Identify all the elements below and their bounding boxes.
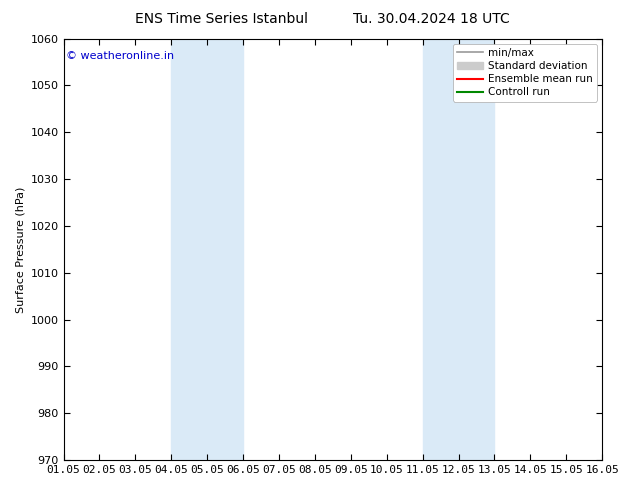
Text: © weatheronline.in: © weatheronline.in: [66, 51, 174, 61]
Bar: [423, 39, 495, 460]
Y-axis label: Surface Pressure (hPa): Surface Pressure (hPa): [15, 186, 25, 313]
Text: ENS Time Series Istanbul: ENS Time Series Istanbul: [136, 12, 308, 26]
Bar: [171, 39, 243, 460]
Legend: min/max, Standard deviation, Ensemble mean run, Controll run: min/max, Standard deviation, Ensemble me…: [453, 44, 597, 101]
Text: Tu. 30.04.2024 18 UTC: Tu. 30.04.2024 18 UTC: [353, 12, 510, 26]
